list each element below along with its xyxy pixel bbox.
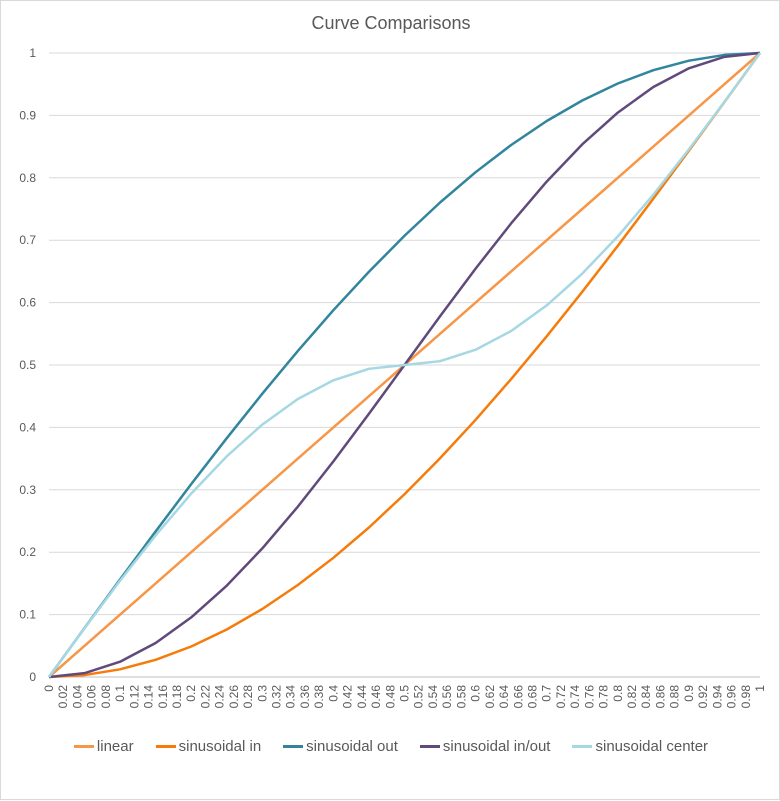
- x-tick-label: 0.74: [568, 685, 582, 709]
- x-tick-label: 0.78: [597, 685, 611, 709]
- x-tick-label: 0.18: [170, 685, 184, 709]
- x-tick-label: 0: [42, 685, 56, 692]
- x-tick-label: 0.26: [227, 685, 241, 709]
- legend-swatch: [419, 745, 440, 748]
- legend: linear sinusoidal in sinusoidal out sinusoi…: [1, 738, 780, 755]
- y-tick-label: 0.8: [19, 171, 36, 185]
- x-tick-label: 0.66: [511, 685, 525, 709]
- x-tick-label: 0.88: [668, 685, 682, 709]
- series-line-sinusoidal-center: [47, 52, 762, 678]
- y-tick-label: 0.4: [19, 420, 36, 434]
- y-tick-label: 0.5: [19, 358, 36, 372]
- x-tick-label: 0.06: [85, 685, 99, 709]
- x-tick-label: 0.1: [113, 685, 127, 702]
- x-tick-label: 0.42: [341, 685, 355, 709]
- legend-item: sinusoidal out: [283, 738, 398, 755]
- x-tick-label: 0.08: [99, 685, 113, 709]
- x-tick-label: 0.94: [710, 685, 724, 709]
- x-tick-label: 1: [753, 685, 767, 692]
- x-tick-label: 0.32: [270, 685, 284, 709]
- legend-swatch: [283, 745, 304, 748]
- x-tick-label: 0.36: [298, 685, 312, 709]
- x-tick-label: 0.6: [469, 685, 483, 702]
- chart-title: Curve Comparisons: [311, 13, 471, 33]
- x-tick-label: 0.8: [611, 685, 625, 702]
- x-tick-label: 0.76: [582, 685, 596, 709]
- series-line-sinusoidal-in: [48, 52, 762, 679]
- legend-label: linear: [96, 738, 134, 755]
- legend-label: sinusoidal in: [178, 738, 262, 755]
- legend-item: linear: [73, 738, 134, 755]
- y-tick-label: 0: [29, 670, 36, 684]
- x-tick-label: 0.46: [369, 685, 383, 709]
- x-tick-label: 0.02: [56, 685, 70, 709]
- y-tick-label: 1: [29, 46, 36, 60]
- x-tick-label: 0.86: [653, 685, 667, 709]
- legend-swatch: [572, 745, 593, 748]
- y-tick-label: 0.1: [19, 608, 36, 622]
- x-tick-label: 0.2: [184, 685, 198, 702]
- x-tick-label: 0.72: [554, 685, 568, 709]
- x-tick-label: 0.64: [497, 685, 511, 709]
- legend-label: sinusoidal out: [306, 738, 398, 755]
- y-tick-label: 0.3: [19, 483, 36, 497]
- legend-item: sinusoidal in/out: [419, 738, 551, 755]
- x-tick-label: 0.3: [255, 685, 269, 702]
- y-tick-label: 0.2: [19, 545, 36, 559]
- x-tick-label: 0.04: [70, 685, 84, 709]
- x-tick-label: 0.68: [525, 685, 539, 709]
- x-tick-label: 0.98: [739, 685, 753, 709]
- y-tick-label: 0.9: [19, 108, 36, 122]
- x-tick-label: 0.4: [326, 685, 340, 702]
- legend-swatch: [73, 745, 94, 748]
- y-tick-label: 0.7: [19, 233, 36, 247]
- x-tick-label: 0.38: [312, 685, 326, 709]
- x-tick-label: 0.58: [454, 685, 468, 709]
- x-tick-label: 0.9: [682, 685, 696, 702]
- x-tick-label: 0.5: [398, 685, 412, 702]
- x-tick-label: 0.92: [696, 685, 710, 709]
- x-tick-label: 0.96: [725, 685, 739, 709]
- legend-item: sinusoidal center: [572, 738, 708, 755]
- x-tick-label: 0.52: [412, 685, 426, 709]
- legend-item: sinusoidal in: [155, 738, 262, 755]
- x-tick-label: 0.84: [639, 685, 653, 709]
- series-line-sinusoidal-out: [47, 51, 761, 678]
- x-tick-label: 0.14: [142, 685, 156, 709]
- x-tick-label: 0.82: [625, 685, 639, 709]
- legend-label: sinusoidal in/out: [442, 738, 551, 755]
- x-tick-label: 0.24: [213, 685, 227, 709]
- x-tick-label: 0.12: [127, 685, 141, 709]
- legend-label: sinusoidal center: [595, 738, 709, 755]
- x-tick-label: 0.16: [156, 685, 170, 709]
- x-tick-label: 0.48: [383, 685, 397, 709]
- legend-swatch: [155, 745, 176, 748]
- x-tick-label: 0.28: [241, 685, 255, 709]
- x-tick-label: 0.56: [440, 685, 454, 709]
- y-tick-label: 0.6: [19, 296, 36, 310]
- x-tick-label: 0.54: [426, 685, 440, 709]
- x-tick-label: 0.7: [540, 685, 554, 702]
- x-tick-label: 0.62: [483, 685, 497, 709]
- x-tick-label: 0.34: [284, 685, 298, 709]
- x-tick-label: 0.44: [355, 685, 369, 709]
- x-tick-label: 0.22: [198, 685, 212, 709]
